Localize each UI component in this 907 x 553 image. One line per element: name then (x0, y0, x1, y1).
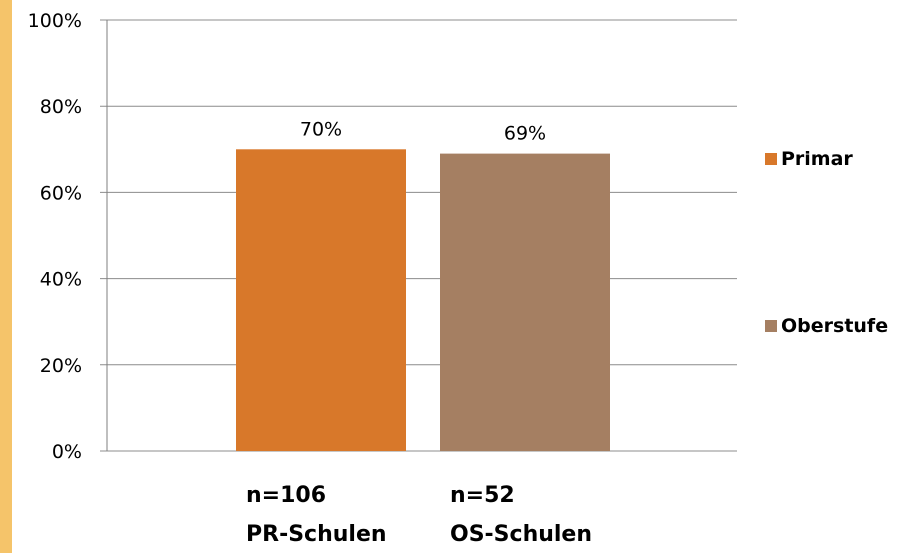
y-tick-label: 60% (40, 182, 82, 204)
decorative-side-stripe (0, 0, 12, 553)
data-label: 69% (504, 123, 546, 145)
data-label: 70% (300, 118, 342, 140)
legend-swatch-primar (765, 153, 777, 165)
y-tick-label: 20% (40, 355, 82, 377)
category-label-school: OS-Schulen (450, 522, 592, 547)
category-label-count: n=52 (450, 483, 515, 508)
y-tick-label: 40% (40, 269, 82, 291)
y-tick-label: 80% (40, 96, 82, 118)
category-label-count: n=106 (246, 483, 326, 508)
y-tick-label: 0% (52, 441, 82, 463)
legend-swatch-oberstufe (765, 320, 777, 332)
y-tick-label: 100% (28, 10, 82, 32)
legend-item-oberstufe: Oberstufe (765, 315, 888, 337)
bar-oberstufe (440, 153, 610, 452)
legend-item-primar: Primar (765, 148, 853, 170)
legend-label-oberstufe: Oberstufe (781, 315, 889, 337)
legend-label-primar: Primar (781, 148, 853, 170)
bar-primar (236, 149, 406, 452)
category-label-school: PR-Schulen (246, 522, 387, 547)
